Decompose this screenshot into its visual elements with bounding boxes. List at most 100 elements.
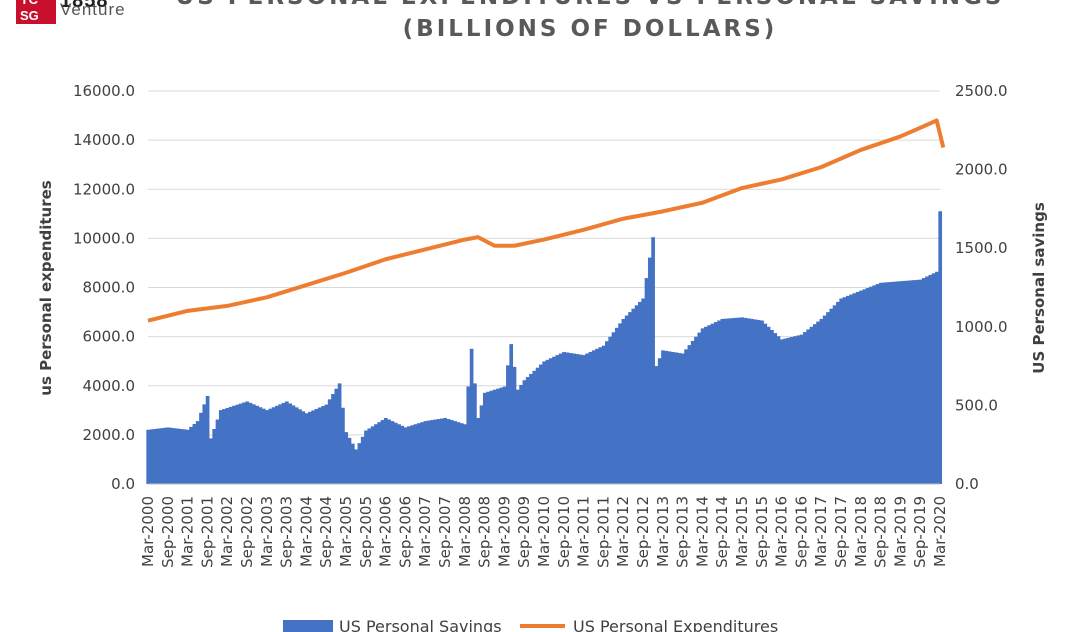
savings-bar — [641, 299, 645, 484]
chart-title: US PERSONAL EXPENDITURES VS PERSONAL SAV… — [176, 0, 1005, 10]
savings-bar — [691, 341, 695, 484]
savings-bar — [763, 324, 767, 484]
legend-swatch-savings — [283, 620, 333, 632]
x-tick-label: Sep-2018 — [872, 496, 890, 568]
savings-bar — [760, 321, 764, 484]
x-tick-label: Sep-2007 — [436, 496, 454, 568]
savings-bar — [711, 324, 715, 484]
x-tick-label: Sep-2000 — [159, 496, 177, 568]
savings-bar — [245, 401, 249, 484]
savings-bar — [674, 352, 678, 484]
savings-bar — [199, 413, 203, 484]
savings-bar — [618, 323, 622, 484]
savings-bar — [532, 371, 536, 484]
savings-bar — [635, 305, 639, 484]
savings-bar — [166, 427, 170, 484]
savings-bar — [249, 403, 253, 484]
savings-bar — [605, 341, 609, 484]
savings-bar — [658, 358, 662, 484]
savings-bar — [902, 281, 906, 484]
x-tick-label: Sep-2013 — [674, 496, 692, 568]
savings-bar — [202, 404, 206, 484]
savings-bar — [631, 309, 635, 484]
savings-bar — [364, 431, 368, 484]
savings-bar — [655, 366, 659, 484]
savings-bar — [754, 319, 758, 484]
x-tick-label: Sep-2019 — [911, 496, 929, 568]
savings-bar — [869, 287, 873, 484]
savings-bar — [163, 428, 167, 484]
savings-bar — [592, 350, 596, 484]
savings-bar — [503, 387, 507, 484]
left-tick-label: 4000.0 — [83, 377, 136, 395]
savings-bar — [740, 317, 744, 484]
left-axis-label: us Personal expenditures — [37, 180, 55, 396]
right-tick-label: 2000.0 — [955, 161, 1008, 179]
savings-bar — [331, 394, 335, 484]
savings-bar — [529, 374, 533, 484]
savings-bar — [443, 418, 447, 484]
x-tick-label: Mar-2003 — [258, 496, 276, 567]
savings-bar — [856, 292, 860, 484]
savings-bar — [496, 389, 500, 484]
savings-bar — [308, 412, 312, 484]
savings-bar — [229, 407, 233, 484]
savings-bar — [559, 354, 563, 484]
savings-bar — [509, 344, 513, 484]
savings-bar — [803, 332, 807, 484]
savings-bar — [153, 429, 157, 484]
savings-bar — [843, 297, 847, 484]
savings-bar — [938, 211, 942, 484]
left-tick-label: 8000.0 — [83, 279, 136, 297]
savings-bar — [285, 401, 289, 484]
savings-bar — [226, 408, 230, 484]
savings-bar — [486, 392, 490, 484]
savings-bar — [361, 437, 365, 484]
savings-bar — [420, 422, 424, 484]
savings-bar — [179, 429, 183, 484]
savings-bar — [473, 383, 477, 484]
savings-bar — [919, 280, 923, 484]
savings-bar — [622, 319, 626, 484]
savings-bar — [315, 409, 319, 484]
right-tick-label: 500.0 — [955, 396, 998, 414]
savings-bar — [661, 350, 665, 484]
savings-bar — [688, 345, 692, 484]
savings-bar — [750, 319, 754, 484]
savings-bar — [915, 280, 919, 484]
x-tick-label: Mar-2018 — [852, 496, 870, 567]
savings-bar — [879, 283, 883, 484]
savings-bar — [790, 337, 794, 484]
savings-bar — [744, 318, 748, 484]
x-tick-label: Mar-2007 — [416, 496, 434, 567]
x-tick-label: Sep-2014 — [713, 496, 731, 568]
savings-bar — [338, 383, 342, 484]
savings-bar — [714, 322, 718, 484]
savings-bar — [262, 409, 266, 484]
savings-bar — [562, 352, 566, 484]
savings-bar — [876, 284, 880, 484]
savings-bar — [575, 354, 579, 484]
savings-bar — [483, 393, 487, 484]
savings-bar — [453, 421, 457, 484]
x-tick-label: Sep-2006 — [396, 496, 414, 568]
savings-bar — [374, 424, 378, 484]
savings-bar — [328, 399, 332, 484]
savings-bar — [724, 319, 728, 484]
x-tick-label: Sep-2005 — [357, 496, 375, 568]
savings-bar — [156, 429, 160, 484]
savings-bar — [849, 295, 853, 484]
savings-bar — [216, 420, 220, 484]
x-tick-label: Sep-2002 — [238, 496, 256, 568]
savings-bar — [169, 428, 173, 484]
savings-bar — [424, 421, 428, 484]
savings-bar — [767, 327, 771, 484]
savings-bar — [288, 403, 292, 484]
savings-area — [146, 211, 942, 484]
x-tick-label: Mar-2020 — [931, 496, 949, 567]
savings-bar — [427, 421, 431, 484]
savings-bar — [222, 409, 226, 484]
savings-bar — [414, 424, 418, 484]
x-tick-label: Sep-2012 — [634, 496, 652, 568]
savings-bar — [334, 389, 338, 484]
